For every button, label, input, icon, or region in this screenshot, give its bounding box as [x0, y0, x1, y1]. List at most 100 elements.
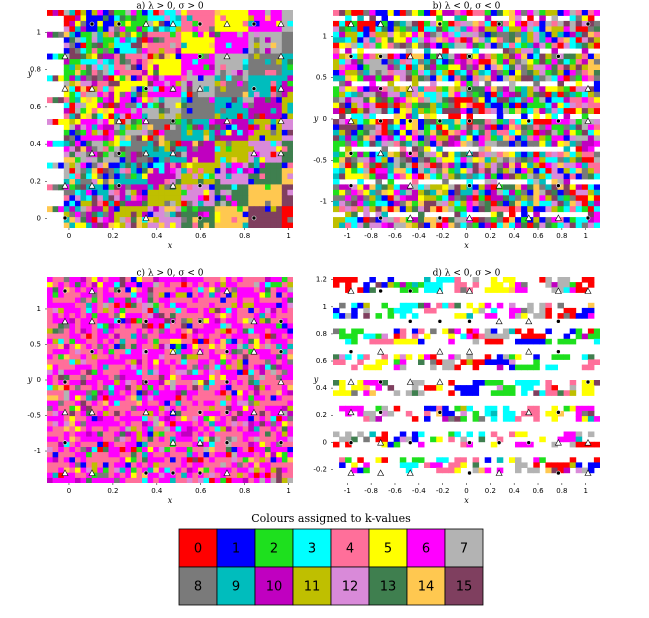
basin-cell	[125, 287, 132, 293]
basin-cell	[593, 162, 600, 169]
basin-cell	[164, 102, 171, 109]
basin-cell	[181, 400, 188, 407]
basin-cell	[248, 349, 255, 355]
basin-cell	[287, 91, 293, 98]
basin-cell	[533, 86, 540, 93]
basin-cell	[509, 59, 516, 65]
basin-cell	[214, 162, 221, 169]
basin-cell	[418, 222, 425, 228]
basin-cell	[381, 15, 388, 22]
basin-cell	[153, 343, 160, 350]
basin-cell	[387, 53, 395, 60]
basin-cell	[181, 410, 188, 417]
basin-cell	[158, 97, 165, 104]
basin-cell	[164, 405, 171, 412]
basin-cell	[130, 410, 137, 417]
basin-cell	[108, 338, 115, 345]
basin-cell	[563, 10, 571, 16]
basin-cell	[147, 323, 154, 329]
basin-cell	[478, 200, 486, 207]
basin-cell	[287, 364, 293, 371]
basin-cell	[142, 297, 148, 304]
basin-cell	[248, 129, 255, 136]
basin-cell	[270, 222, 277, 228]
x-tick-label: -0.8	[364, 232, 378, 240]
basin-cell	[203, 20, 210, 27]
basin-cell	[198, 200, 204, 207]
basin-cell	[91, 421, 98, 427]
basin-cell	[270, 119, 277, 125]
basin-cell	[265, 297, 271, 304]
basin-cell	[97, 146, 104, 153]
basin-cell	[142, 313, 148, 319]
basin-cell	[225, 452, 232, 458]
basin-cell	[186, 86, 193, 93]
basin-cell	[80, 349, 87, 355]
basin-cell	[198, 297, 204, 304]
basin-cell	[47, 10, 53, 16]
basin-cell	[418, 157, 425, 164]
basin-cell	[175, 162, 182, 169]
basin-cell	[448, 140, 455, 147]
basin-cell	[153, 416, 160, 422]
basin-cell	[80, 64, 87, 71]
basin-cell	[170, 108, 176, 114]
basin-cell	[58, 323, 65, 329]
basin-cell	[242, 343, 249, 350]
basin-cell	[557, 53, 564, 60]
basin-cell	[265, 206, 271, 213]
basin-cell	[436, 102, 443, 109]
basin-cell	[393, 64, 401, 71]
basin-cell	[575, 64, 583, 71]
basin-cell	[181, 390, 188, 396]
basin-cell	[242, 102, 249, 109]
basin-cell	[147, 113, 154, 120]
basin-cell	[399, 195, 407, 202]
basin-cell	[369, 113, 376, 120]
basin-cell	[69, 416, 76, 422]
basin-cell	[424, 48, 431, 54]
basin-cell	[357, 26, 364, 33]
basin-cell	[91, 282, 98, 288]
basin-cell	[80, 113, 87, 120]
basin-cell	[265, 102, 271, 109]
basin-cell	[448, 124, 455, 131]
basin-cell	[581, 151, 589, 158]
basin-cell	[448, 162, 455, 169]
basin-cell	[63, 349, 70, 355]
basin-cell	[242, 179, 249, 185]
basin-cell	[563, 151, 571, 158]
basin-cell	[557, 168, 564, 174]
basin-cell	[575, 129, 583, 136]
basin-cell	[125, 119, 132, 125]
basin-cell	[119, 416, 126, 422]
basin-cell	[237, 75, 244, 82]
basin-cell	[593, 211, 600, 218]
basin-cell	[97, 292, 104, 298]
basin-cell	[153, 48, 160, 54]
basin-cell	[209, 416, 216, 422]
basin-cell	[198, 222, 204, 228]
basin-cell	[153, 426, 160, 432]
basin-cell	[69, 307, 76, 314]
triangle-marker	[196, 85, 204, 92]
basin-cell	[430, 64, 437, 71]
basin-cell	[466, 31, 473, 38]
basin-cell	[225, 102, 232, 109]
basin-cell	[345, 135, 352, 142]
basin-cell	[345, 140, 352, 147]
basin-cell	[164, 307, 171, 314]
basin-cell	[490, 91, 498, 98]
basin-cell	[147, 441, 154, 448]
basin-cell	[276, 200, 283, 207]
basin-cell	[198, 302, 204, 309]
basin-cell	[97, 333, 104, 340]
basin-cell	[170, 15, 176, 22]
basin-cell	[214, 135, 221, 142]
basin-cell	[220, 323, 227, 329]
basin-cell	[102, 302, 109, 309]
basin-cell	[86, 26, 93, 33]
basin-cell	[430, 37, 437, 44]
basin-cell	[587, 157, 595, 164]
basin-cell	[454, 195, 461, 202]
